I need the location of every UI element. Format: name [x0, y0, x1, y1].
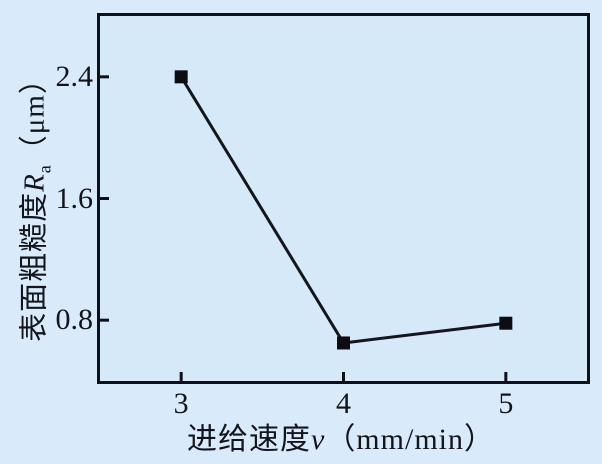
data-point-marker [174, 70, 188, 84]
y-tick-label: 1.6 [55, 181, 94, 215]
plot-frame [97, 13, 590, 384]
x-axis-label-text: 进给速度 [186, 423, 311, 456]
x-tick-label: 5 [498, 387, 514, 420]
x-tick-label: 3 [173, 387, 189, 420]
data-point-marker [499, 316, 513, 330]
y-tick-label: 0.8 [55, 303, 94, 337]
x-tick-label: 4 [336, 387, 351, 420]
y-axis-variable-subscript: a [34, 164, 55, 174]
x-axis-unit: （mm/min） [325, 423, 495, 456]
x-axis-variable: v [310, 423, 326, 456]
data-point-marker [337, 336, 350, 350]
y-tick-label: 2.4 [55, 59, 94, 93]
x-axis-label: 进给速度v（mm/min） [110, 421, 572, 459]
